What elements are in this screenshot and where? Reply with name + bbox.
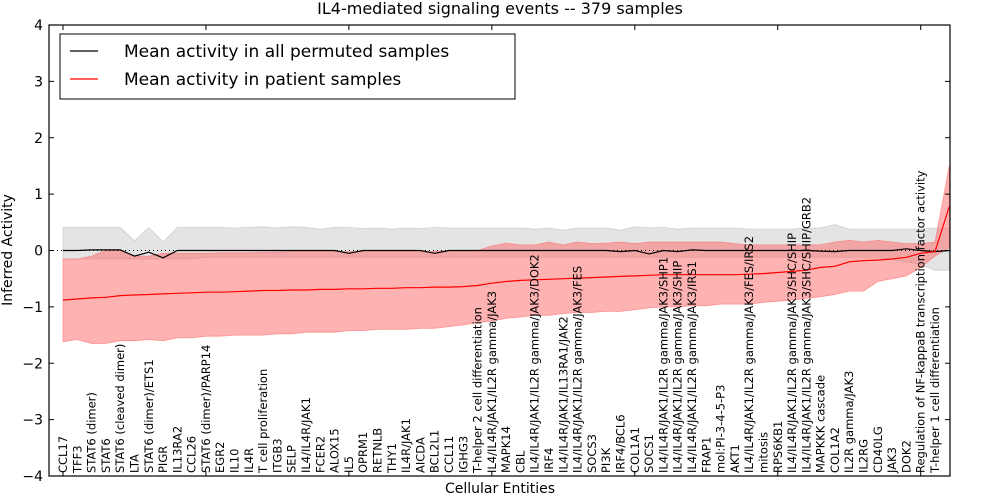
x-category-label: IL4/IL4R/JAK1/IL2R gamma/JAK3/SHP1 xyxy=(656,257,670,473)
y-tick-label: −2 xyxy=(22,356,43,372)
patient-band xyxy=(62,165,950,344)
x-category-label: CCL17 xyxy=(56,436,70,473)
x-category-label: STAT6 (dimer)/ETS1 xyxy=(142,359,156,473)
x-category-label: RETNLB xyxy=(371,428,385,473)
x-category-label: IGHG3 xyxy=(456,436,470,473)
y-tick-label: −4 xyxy=(22,469,43,485)
x-category-label: STAT6 (dimer)/PARP14 xyxy=(199,345,213,473)
x-category-label: T-helper 1 cell differentiation xyxy=(928,307,942,474)
x-category-label: AKT1 xyxy=(728,444,742,473)
x-category-label: SOCS1 xyxy=(642,434,656,473)
x-category-label: IL4/IL4R/JAK1/IL2R gamma/JAK3/FES xyxy=(571,266,585,473)
x-category-label: MAPK14 xyxy=(499,426,513,473)
x-category-label: IL4/IL4R/JAK1/IL2R gamma/JAK3/SHIP xyxy=(671,261,685,473)
y-tick-label: 3 xyxy=(34,74,43,90)
x-category-label: JAK3 xyxy=(885,447,899,474)
legend-label-permuted: Mean activity in all permuted samples xyxy=(124,42,449,62)
x-category-label: IL4R/JAK1 xyxy=(399,418,413,473)
x-category-label: T-helper 2 cell differentiation xyxy=(471,307,485,474)
x-category-label: STAT6 xyxy=(99,438,113,473)
y-tick-label: 2 xyxy=(34,131,43,147)
y-tick-label: 1 xyxy=(34,187,43,203)
x-category-label: COL1A2 xyxy=(828,427,842,473)
y-tick-label: 4 xyxy=(34,18,43,34)
x-category-label: RPS6KB1 xyxy=(771,421,785,473)
x-category-label: EGR2 xyxy=(213,442,227,474)
x-category-label: T cell proliferation xyxy=(256,369,270,474)
x-axis-title: Cellular Entities xyxy=(445,481,555,497)
x-category-label: IL4R xyxy=(242,448,256,473)
x-category-label: TFF3 xyxy=(70,445,84,474)
x-category-label: mol:PI-3-4-5-P3 xyxy=(714,385,728,473)
x-category-label: IRF4/BCL6 xyxy=(614,414,628,473)
x-category-label: FCER2 xyxy=(313,436,327,473)
x-category-label: LTA xyxy=(128,454,142,473)
x-category-label: FRAP1 xyxy=(699,437,713,473)
legend-label-patient: Mean activity in patient samples xyxy=(124,70,401,90)
x-category-label: ITGB3 xyxy=(270,438,284,473)
x-category-label: IL2R gamma/JAK3 xyxy=(842,371,856,473)
x-category-label: PI3K xyxy=(599,447,613,473)
x-category-label: MAPKKK cascade xyxy=(814,375,828,473)
x-category-label: CD40LG xyxy=(871,426,885,473)
x-category-label: CCL11 xyxy=(442,436,456,473)
x-category-label: THY1 xyxy=(385,443,399,474)
x-category-label: IL4/IL4R/JAK1/IL13RA1/JAK2 xyxy=(556,316,570,473)
x-category-label: OPRM1 xyxy=(356,432,370,473)
x-category-label: STAT6 (cleaved dimer) xyxy=(113,344,127,473)
chart-title: IL4-mediated signaling events -- 379 sam… xyxy=(317,0,683,18)
y-tick-label: −1 xyxy=(22,300,43,316)
legend-box xyxy=(59,33,516,100)
x-category-label: IL4/IL4R/JAK1 xyxy=(299,397,313,473)
x-category-label: CBL xyxy=(513,450,527,473)
x-category-label: COL1A1 xyxy=(628,427,642,473)
x-category-label: IRF4 xyxy=(542,448,556,473)
x-category-label: IL4/IL4R/JAK1/IL2R gamma/JAK3/DOK2 xyxy=(528,254,542,473)
x-category-label: IL13RA2 xyxy=(170,426,184,473)
x-category-label: IL4/IL4R/JAK1/IL2R gamma/JAK3 xyxy=(485,291,499,473)
x-category-label: AICDA xyxy=(413,437,427,473)
x-category-label: CCL26 xyxy=(185,436,199,473)
x-category-label: IL2RG xyxy=(857,439,871,473)
patient-mean-line xyxy=(62,206,950,301)
x-category-label: PIGR xyxy=(156,446,170,473)
x-category-label: IL4/IL4R/JAK1/IL2R gamma/JAK3/FES/IRS2 xyxy=(742,236,756,473)
x-category-label: STAT6 (dimer) xyxy=(85,392,99,473)
x-category-label: IL5 xyxy=(342,456,356,473)
permuted-mean-line xyxy=(63,248,950,259)
x-category-label: SOCS3 xyxy=(585,434,599,473)
x-category-label: mitosis xyxy=(757,432,771,473)
x-category-label: IL4/IL4R/JAK1/IL2R gamma/JAK3/SHC/SHIP xyxy=(785,233,799,473)
x-category-label: IL4/IL4R/JAK1/IL2R gamma/JAK3/IRS1 xyxy=(685,261,699,473)
y-tick-label: 0 xyxy=(34,244,43,260)
y-axis-title: Inferred Activity xyxy=(0,194,16,306)
x-category-label: SELP xyxy=(285,445,299,473)
y-tick-label: −3 xyxy=(22,413,43,429)
x-category-label: ALOX15 xyxy=(328,428,342,473)
x-category-label: IL4/IL4R/JAK1/IL2R gamma/JAK3/SHC/SHIP/G… xyxy=(799,197,813,473)
legend: Mean activity in all permuted samples Me… xyxy=(59,33,516,100)
x-category-label: Regulation of NF-kappaB transcription fa… xyxy=(914,170,928,473)
x-category-label: DOK2 xyxy=(899,440,913,473)
x-category-label: BCL2L1 xyxy=(428,430,442,473)
x-category-label: IL10 xyxy=(228,449,242,473)
